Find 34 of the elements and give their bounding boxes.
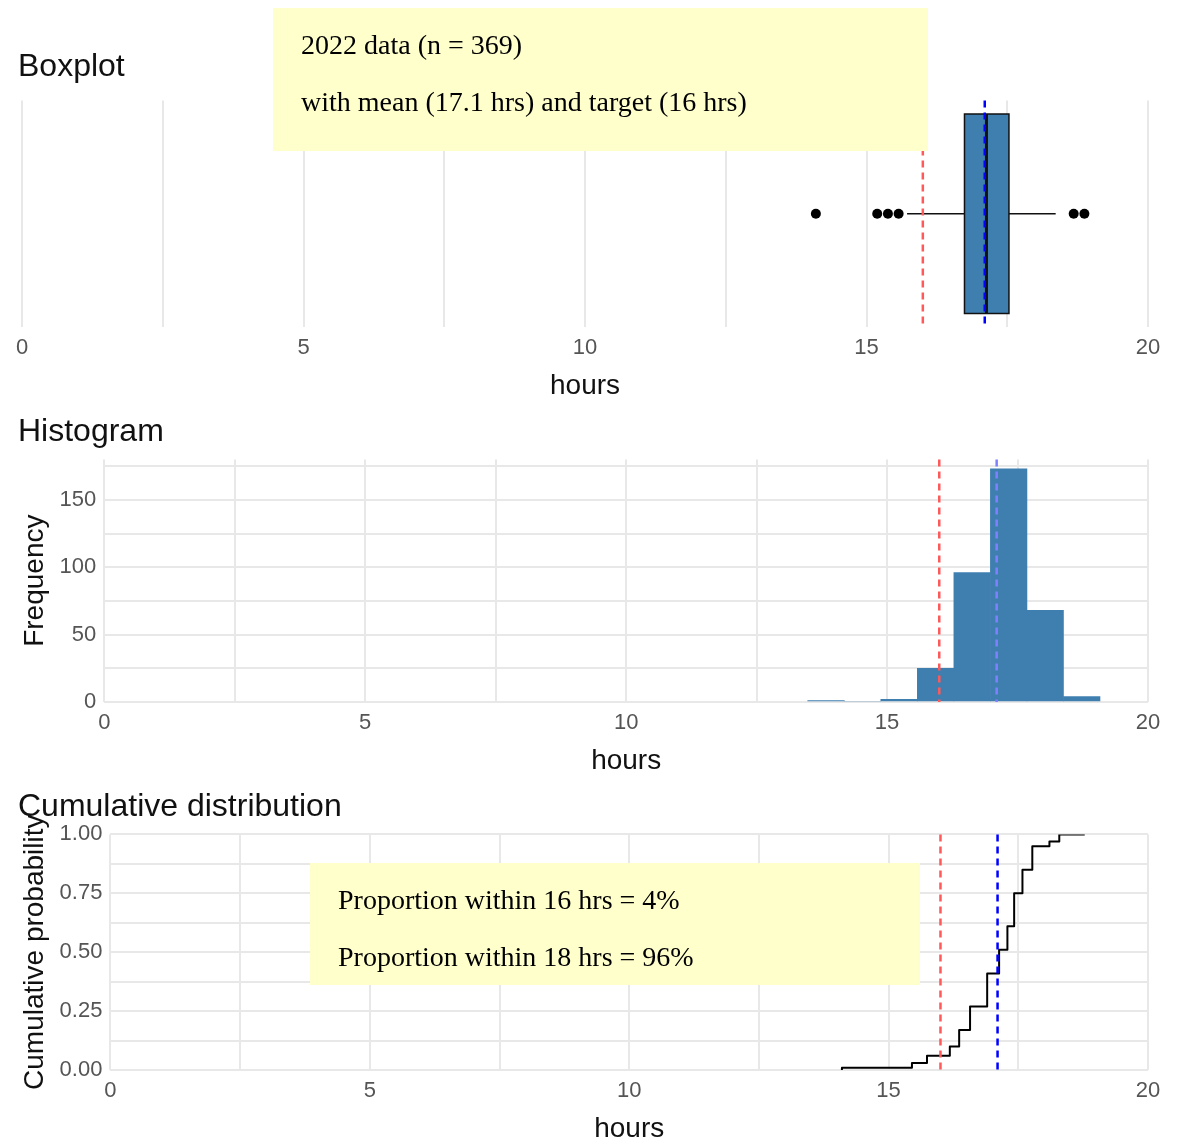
x-tick-label: 20 — [1135, 334, 1161, 360]
y-tick-label: 0 — [84, 688, 97, 714]
x-tick-label: 15 — [854, 334, 879, 360]
y-tick-label: 1.00 — [59, 820, 103, 846]
x-axis-title: hours — [591, 743, 662, 775]
chart-title: Histogram — [18, 412, 164, 449]
x-tick-label: 20 — [1135, 709, 1161, 735]
x-tick-label: 15 — [876, 1077, 901, 1103]
note-box: Proportion within 16 hrs = 4% Proportion within 18 hrs = 96% — [310, 863, 920, 985]
y-tick-label: 0.00 — [59, 1056, 103, 1082]
y-axis-title: Frequency — [17, 514, 49, 647]
x-tick-label: 10 — [616, 1077, 642, 1103]
x-tick-label: 10 — [613, 709, 639, 735]
annotation: Proportion within 18 hrs = 96% — [338, 940, 695, 974]
x-axis-title: hours — [550, 368, 621, 400]
x-tick-label: 20 — [1135, 1077, 1161, 1103]
y-tick-label: 150 — [59, 485, 97, 511]
x-tick-label: 15 — [874, 709, 900, 735]
annotation: Proportion within 16 hrs = 4% — [338, 883, 681, 917]
chart-title: Boxplot — [18, 47, 125, 84]
x-tick-label: 5 — [359, 709, 372, 735]
annotation: with mean (17.1 hrs) and target (16 hrs) — [301, 85, 748, 119]
y-tick-label: 0.25 — [59, 997, 103, 1023]
x-axis-title: hours — [594, 1111, 665, 1143]
note-box: 2022 data (n = 369) with mean (17.1 hrs) and target (16 hrs) — [273, 8, 928, 151]
y-tick-label: 0.50 — [59, 938, 103, 964]
x-tick-label: 10 — [572, 334, 598, 360]
x-tick-label: 0 — [15, 334, 29, 360]
y-axis-title: Cumulative probability — [17, 814, 49, 1090]
y-tick-label: 100 — [59, 553, 97, 579]
x-tick-label: 5 — [297, 334, 310, 360]
y-tick-label: 50 — [71, 620, 97, 646]
y-tick-label: 0.75 — [59, 879, 103, 905]
x-tick-label: 5 — [363, 1077, 376, 1103]
